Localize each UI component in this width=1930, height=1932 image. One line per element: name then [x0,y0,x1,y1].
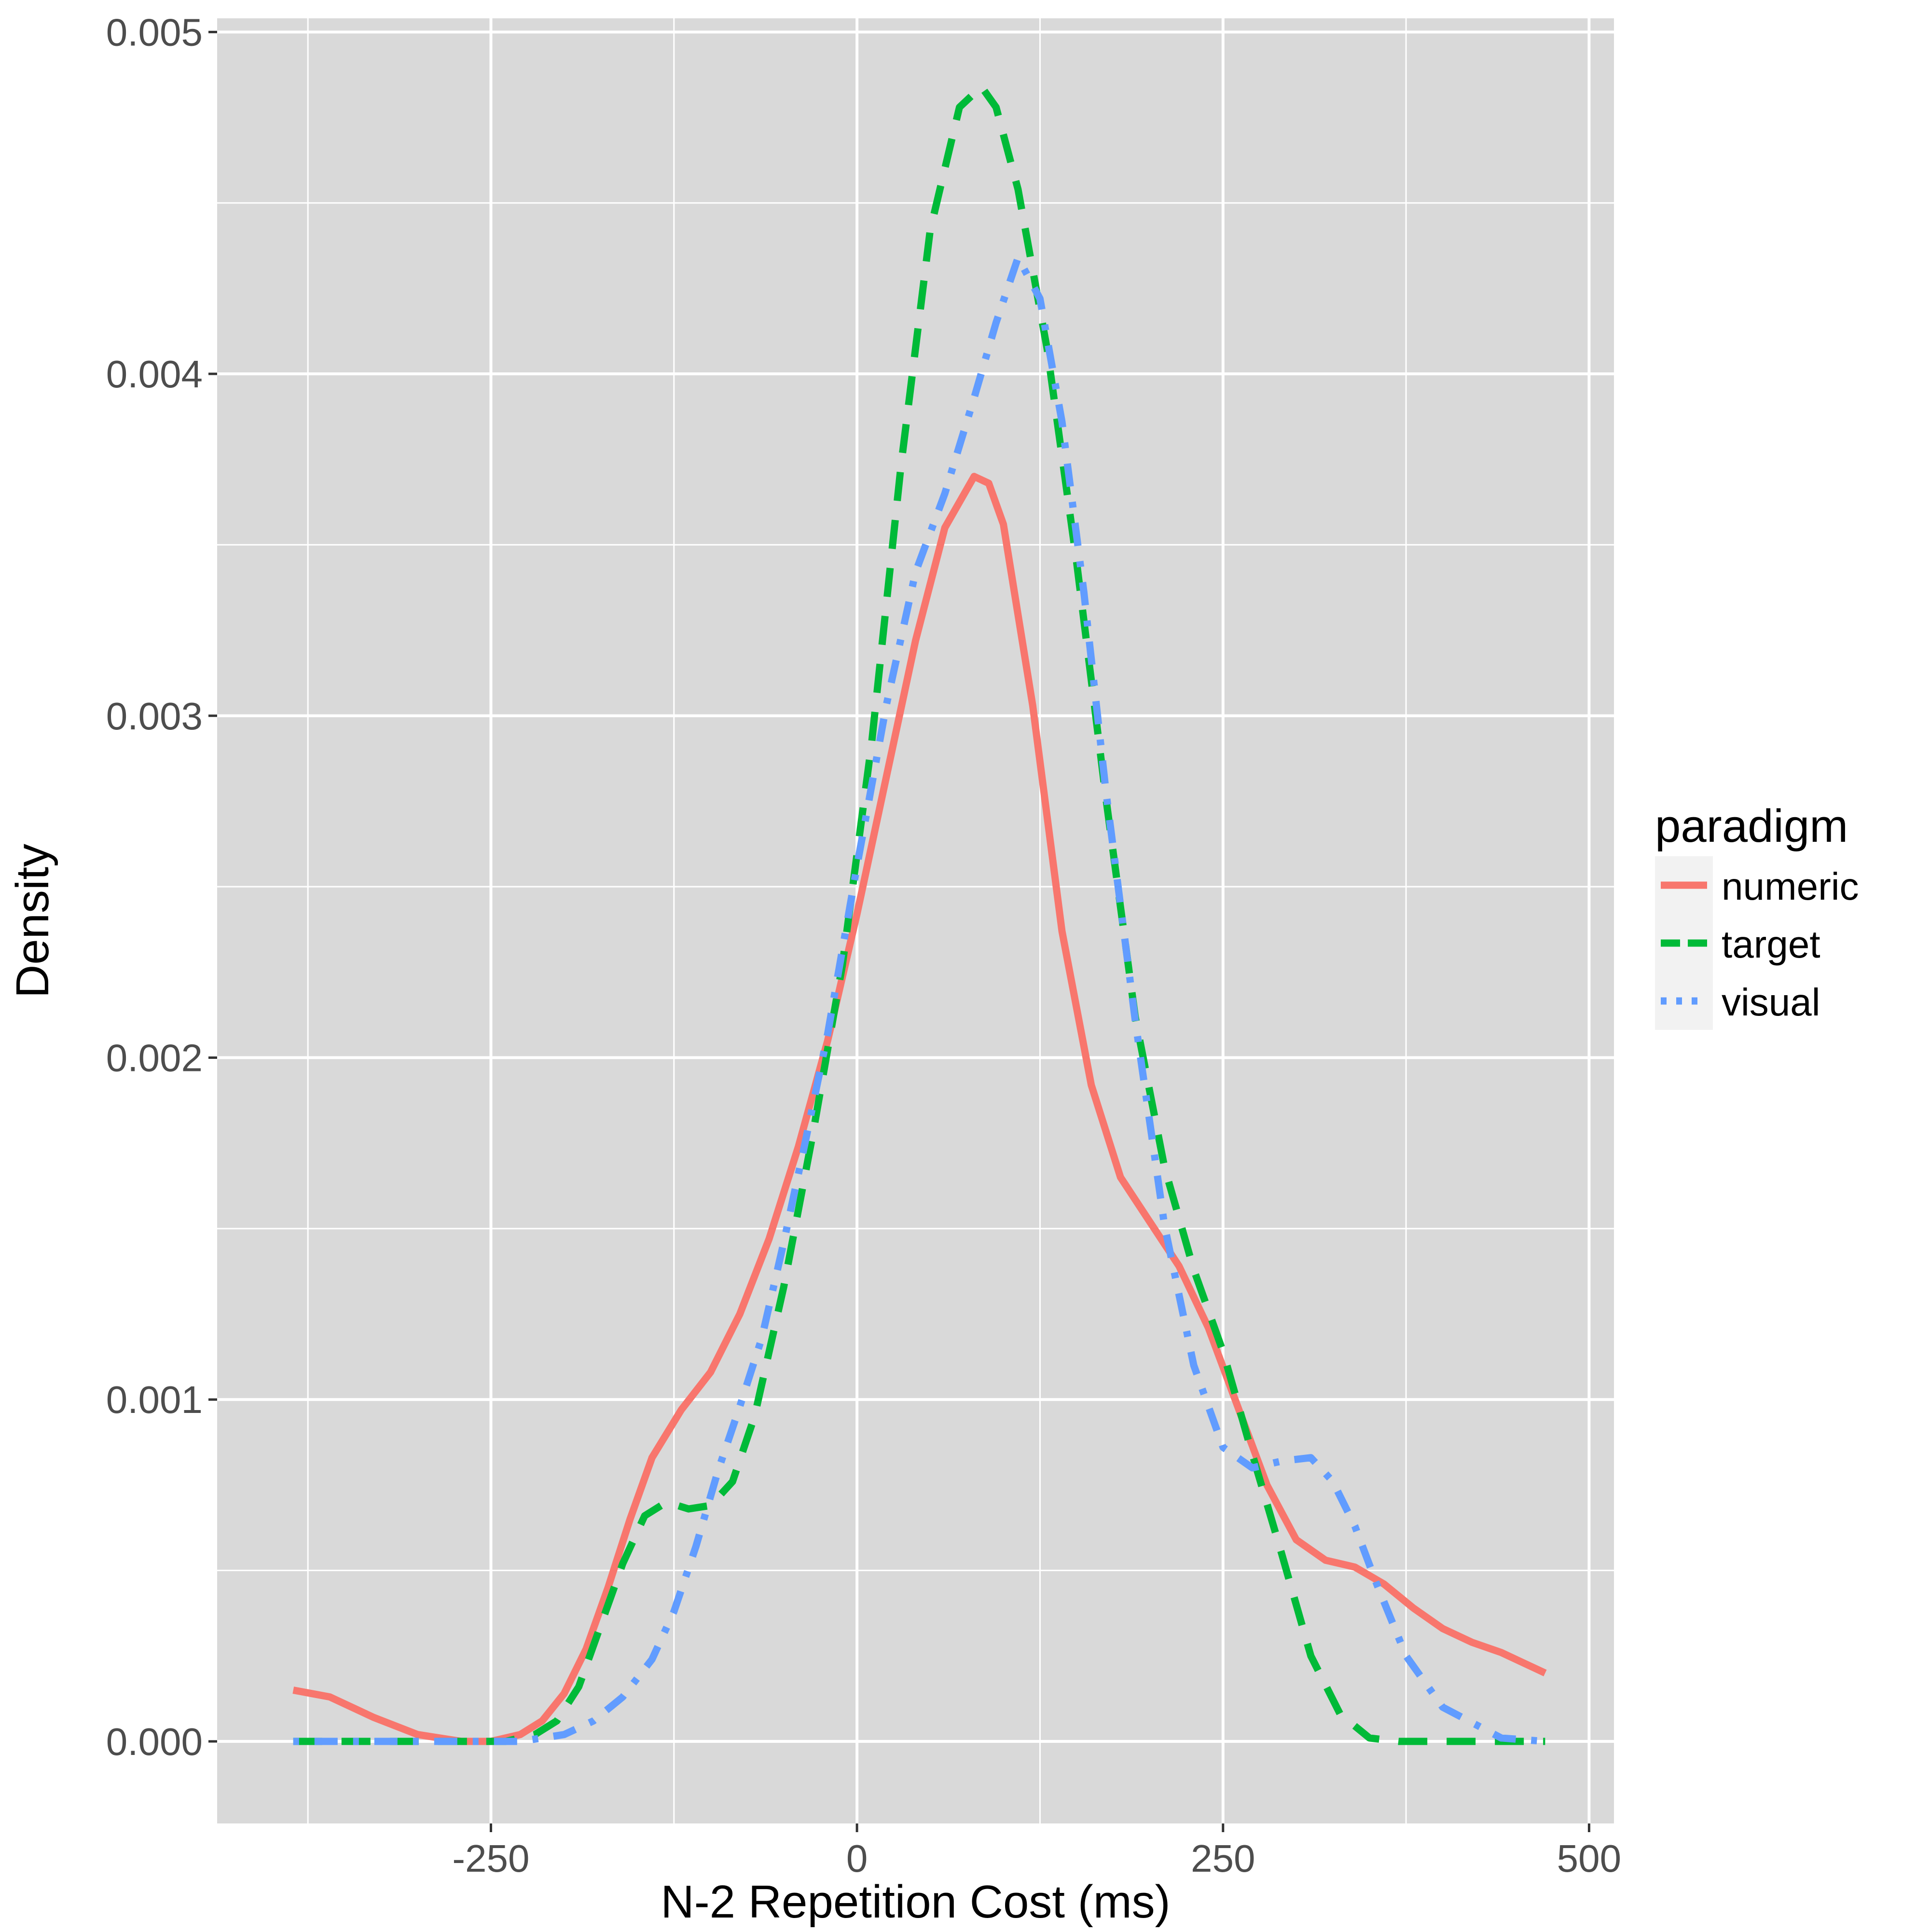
legend-label: target [1722,923,1820,966]
y-tick-label: 0.002 [106,1036,203,1079]
x-axis-title: N-2 Repetition Cost (ms) [661,1876,1170,1928]
legend: paradigm numeric target visual [1655,800,1859,1030]
series-line-target [293,83,1545,1745]
y-tick-label: 0.003 [106,695,203,738]
y-tick-label: 0.000 [106,1720,203,1763]
y-axis: 0.000 0.001 0.002 0.003 0.004 0.005 [106,11,217,1763]
legend-title: paradigm [1655,800,1848,852]
x-tick-label: 250 [1191,1837,1255,1880]
y-axis-title: Density [7,844,58,998]
x-tick-label: -250 [452,1837,529,1880]
y-tick-label: 0.005 [106,11,203,54]
series-line-numeric [292,473,1547,1745]
x-axis: -250 0 250 500 [452,1823,1621,1880]
minor-gridlines [217,18,1614,1823]
x-tick-label: 0 [846,1837,868,1880]
legend-label: numeric [1722,865,1859,908]
plot-panel [217,18,1614,1823]
legend-label: visual [1722,981,1820,1024]
x-tick-label: 500 [1557,1837,1621,1880]
y-tick-label: 0.001 [106,1378,203,1421]
legend-keys: numeric target visual [1655,856,1859,1030]
series-layer [292,83,1547,1745]
y-tick-label: 0.004 [106,353,203,396]
